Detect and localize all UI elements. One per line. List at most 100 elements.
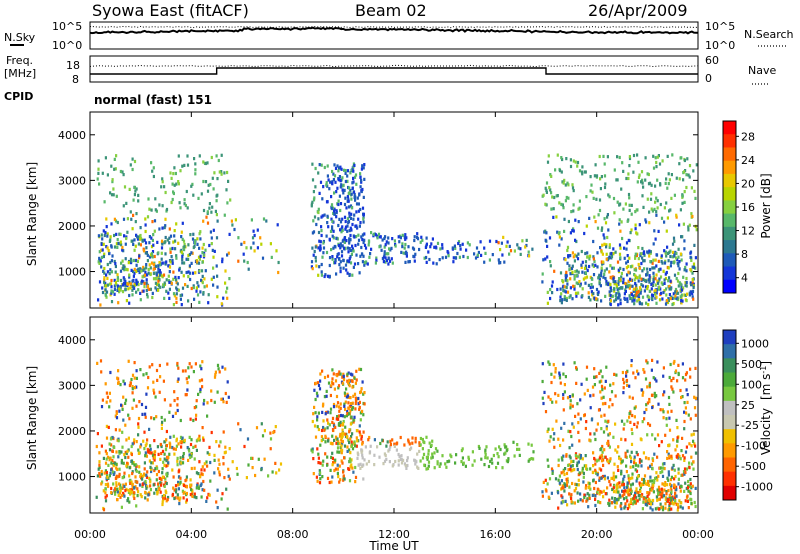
velocity-echo-cell [608,432,611,436]
velocity-echo-cell [144,454,147,458]
velocity-echo-cell [125,451,128,455]
velocity-echo-cell [383,459,387,463]
power-echo-cell [385,252,388,256]
power-echo-cell [427,250,430,254]
power-echo-cell [311,246,314,250]
velocity-echo-cell [415,460,418,464]
velocity-echo-cell [135,376,138,380]
velocity-echo-cell [637,464,640,468]
power-echo-cell [220,172,223,176]
power-echo-cell [145,263,148,267]
velocity-echo-cell [608,498,611,502]
power-echo-cell [549,173,552,177]
power-echo-cell [132,269,135,274]
velocity-colorbar-segment [723,358,736,373]
velocity-echo-cell [665,492,668,496]
velocity-echo-cell [161,471,164,475]
velocity-echo-cell [397,452,400,457]
power-echo-cell [545,181,549,185]
velocity-echo-cell [224,445,227,449]
velocity-echo-cell [501,466,504,470]
velocity-echo-cell [326,418,329,422]
velocity-echo-cell [348,378,351,382]
power-echo-cell [170,200,173,205]
velocity-echo-cell [551,470,554,474]
velocity-echo-cell [672,361,675,365]
power-echo-cell [328,274,331,278]
power-echo-cell [499,248,502,252]
power-echo-cell [609,302,612,307]
power-echo-cell [569,254,572,258]
velocity-echo-cell [120,461,123,465]
power-echo-cell [151,169,154,173]
velocity-echo-cell [630,427,633,432]
velocity-echo-cell [113,471,116,475]
power-echo-cell [194,271,197,275]
velocity-echo-cell [330,380,334,384]
velocity-echo-cell [612,486,615,490]
velocity-echo-cell [263,457,266,461]
power-echo-cell [133,248,136,252]
power-echo-cell [676,257,679,262]
power-echo-cell [100,265,103,269]
power-echo-cell [572,284,575,288]
power-echo-cell [566,248,569,253]
power-echo-cell [342,266,345,270]
velocity-echo-cell [405,466,408,470]
velocity-echo-cell [631,502,635,506]
velocity-echo-cell [633,422,636,426]
velocity-echo-cell [334,458,337,462]
velocity-echo-cell [683,456,686,460]
velocity-colorbar-segment [723,344,736,359]
velocity-echo-cell [333,387,336,391]
power-echo-cell [558,231,561,235]
velocity-echo-cell [690,455,693,459]
power-echo-cell [694,256,697,260]
power-echo-cell [349,261,353,265]
velocity-echo-cell [564,483,567,487]
power-echo-cell [521,239,524,243]
velocity-echo-cell [215,440,218,444]
velocity-echo-cell [205,460,208,464]
power-echo-cell [677,255,680,259]
velocity-echo-cell [362,477,365,481]
velocity-echo-cell [331,434,334,438]
velocity-echo-cell [260,422,263,426]
velocity-echo-cell [355,369,358,373]
power-echo-cell [404,242,407,247]
power-echo-cell [137,235,140,239]
power-echo-cell [544,257,547,261]
power-echo-cell [179,169,182,173]
velocity-echo-cell [339,406,342,410]
power-echo-cell [354,243,357,248]
velocity-echo-cell [342,419,345,424]
velocity-echo-cell [218,370,221,374]
power-echo-cell [110,300,114,304]
velocity-echo-cell [404,464,407,468]
velocity-echo-cell [115,483,118,487]
velocity-echo-cell [195,413,198,417]
power-echo-cell [343,236,346,240]
power-echo-cell [350,197,353,201]
velocity-echo-cell [617,490,620,494]
velocity-echo-cell [550,467,554,471]
velocity-echo-cell [127,490,130,494]
power-echo-cell [338,166,341,170]
power-echo-cell [262,217,266,221]
velocity-echo-cell [668,493,671,497]
velocity-echo-cell [609,483,612,487]
velocity-echo-cell [117,439,120,443]
power-echo-cell [634,223,637,227]
velocity-echo-cell [159,457,162,461]
velocity-echo-cell [200,468,203,472]
velocity-echo-cell [592,470,595,475]
power-echo-cell [206,221,210,225]
velocity-echo-cell [130,452,133,457]
velocity-echo-cell [112,482,115,486]
velocity-echo-cell [225,400,228,404]
velocity-echo-cell [368,450,372,454]
velocity-echo-cell [445,465,448,469]
power-echo-cell [355,202,359,206]
power-echo-cell [594,220,597,224]
velocity-echo-cell [213,471,216,475]
